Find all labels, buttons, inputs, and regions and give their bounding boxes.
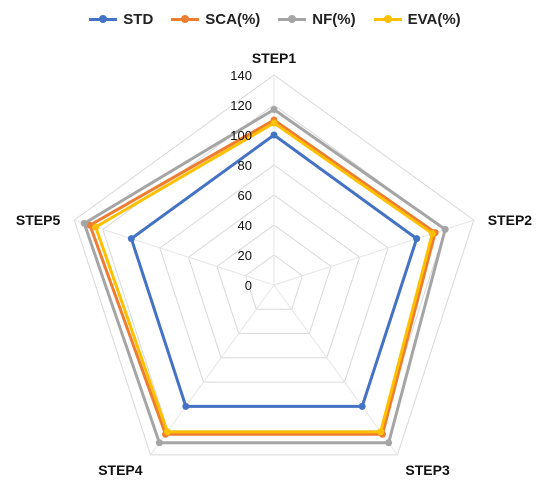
grid-ring-140: [73, 74, 475, 456]
data-point-step4: [155, 439, 163, 447]
axis-spoke-step2: [273, 219, 474, 286]
grid-ring-20: [244, 254, 304, 310]
legend-item: SCA(%): [171, 11, 260, 28]
axis-label-step5: STEP5: [16, 212, 61, 228]
data-point-step3: [377, 428, 385, 436]
data-point-step1: [270, 131, 278, 139]
series-line: [82, 108, 447, 445]
grid-ring-40: [216, 224, 332, 335]
axis-label-step4: STEP4: [98, 462, 143, 478]
data-point-step3: [358, 402, 366, 410]
legend-swatch: [89, 13, 118, 25]
legend-label: NF(%): [312, 10, 356, 28]
axis-spoke-step3: [273, 284, 398, 456]
legend-item: EVA(%): [373, 10, 461, 28]
tick-label: 140: [230, 68, 252, 83]
series-sca: [86, 116, 439, 438]
data-point-step3: [385, 439, 393, 447]
data-point-step4: [163, 428, 171, 436]
data-point-step5: [86, 221, 94, 229]
data-point-step5: [80, 219, 88, 227]
axis-label-step1: STEP1: [252, 50, 297, 66]
legend-label: SCA(%): [205, 10, 261, 28]
data-point-step5: [127, 235, 135, 243]
series-nf: [80, 106, 449, 447]
data-point-step1: [270, 106, 278, 113]
axis-spoke-step5: [74, 219, 275, 286]
data-point-step1: [270, 119, 278, 127]
series-line: [94, 121, 434, 434]
tick-label: 0: [245, 278, 252, 293]
axis-label-step2: STEP2: [488, 212, 533, 228]
tick-label: 80: [238, 158, 252, 173]
axis-spoke-step4: [150, 284, 275, 456]
data-point-step2: [413, 235, 421, 243]
legend-swatch: [171, 13, 200, 25]
tick-label: 20: [238, 248, 252, 263]
data-point-step2: [441, 225, 449, 233]
grid-ring-80: [159, 164, 389, 383]
legend: STD SCA(%) NF(%) EVA(%): [0, 8, 550, 30]
series-eva: [92, 119, 436, 436]
tick-label: 100: [230, 128, 252, 143]
legend-label: EVA(%): [407, 10, 461, 28]
tick-label: 120: [230, 98, 252, 113]
legend-swatch: [373, 13, 402, 25]
data-point-step5: [92, 223, 100, 231]
series-line: [88, 118, 437, 436]
legend-item: NF(%): [278, 10, 356, 28]
grid-ring-60: [187, 194, 361, 359]
data-point-step2: [428, 230, 436, 238]
tick-label: 40: [238, 218, 252, 233]
data-point-step4: [182, 402, 190, 410]
series-std: [127, 131, 421, 410]
series-line: [129, 133, 419, 408]
legend-item: STD: [89, 11, 153, 28]
tick-label: 60: [238, 188, 252, 203]
legend-label: STD: [123, 10, 154, 28]
axis-label-step3: STEP3: [405, 462, 450, 478]
legend-swatch: [278, 13, 307, 25]
